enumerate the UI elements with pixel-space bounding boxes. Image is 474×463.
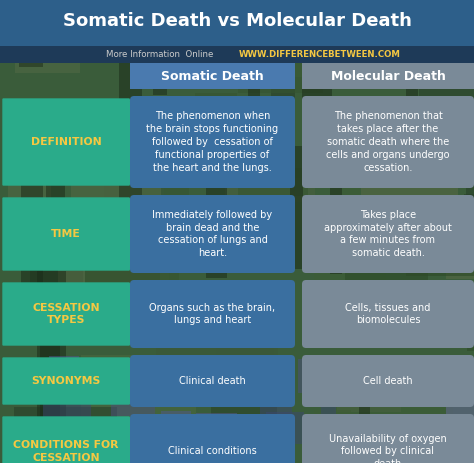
- Text: Organs such as the brain,
lungs and heart: Organs such as the brain, lungs and hear…: [149, 303, 275, 325]
- Text: Unavailability of oxygen
followed by clinical
death: Unavailability of oxygen followed by cli…: [329, 434, 447, 463]
- FancyBboxPatch shape: [54, 3, 162, 35]
- FancyBboxPatch shape: [130, 195, 295, 273]
- FancyBboxPatch shape: [8, 169, 51, 226]
- FancyBboxPatch shape: [77, 31, 157, 47]
- FancyBboxPatch shape: [302, 414, 474, 463]
- FancyBboxPatch shape: [465, 144, 474, 224]
- FancyBboxPatch shape: [266, 412, 303, 444]
- FancyBboxPatch shape: [15, 32, 80, 73]
- FancyBboxPatch shape: [206, 122, 227, 278]
- FancyBboxPatch shape: [319, 369, 360, 403]
- Text: TIME: TIME: [51, 229, 81, 239]
- FancyBboxPatch shape: [446, 395, 474, 432]
- FancyBboxPatch shape: [133, 0, 157, 21]
- FancyBboxPatch shape: [419, 80, 474, 117]
- FancyBboxPatch shape: [43, 399, 91, 438]
- FancyBboxPatch shape: [194, 93, 237, 113]
- FancyBboxPatch shape: [81, 355, 196, 433]
- FancyBboxPatch shape: [162, 411, 191, 442]
- Text: Takes place
approximately after about
a few minutes from
somatic death.: Takes place approximately after about a …: [324, 210, 452, 258]
- FancyBboxPatch shape: [46, 135, 65, 235]
- FancyBboxPatch shape: [302, 280, 474, 348]
- FancyBboxPatch shape: [427, 132, 474, 170]
- Polygon shape: [3, 198, 145, 270]
- FancyBboxPatch shape: [76, 0, 177, 32]
- FancyBboxPatch shape: [309, 0, 414, 39]
- FancyBboxPatch shape: [110, 380, 155, 417]
- FancyBboxPatch shape: [85, 232, 179, 294]
- FancyBboxPatch shape: [130, 355, 295, 407]
- FancyBboxPatch shape: [330, 144, 360, 199]
- FancyBboxPatch shape: [336, 384, 453, 453]
- FancyBboxPatch shape: [421, 421, 436, 435]
- FancyBboxPatch shape: [302, 0, 332, 127]
- FancyBboxPatch shape: [446, 209, 474, 279]
- FancyBboxPatch shape: [302, 355, 474, 407]
- FancyBboxPatch shape: [324, 422, 346, 457]
- Text: Somatic Death: Somatic Death: [161, 69, 264, 82]
- FancyBboxPatch shape: [72, 157, 161, 228]
- FancyBboxPatch shape: [330, 175, 342, 274]
- FancyBboxPatch shape: [247, 0, 260, 106]
- FancyBboxPatch shape: [170, 309, 219, 345]
- Text: Clinical conditions: Clinical conditions: [168, 446, 257, 457]
- FancyBboxPatch shape: [118, 50, 142, 209]
- FancyBboxPatch shape: [130, 414, 295, 463]
- FancyBboxPatch shape: [37, 271, 66, 451]
- FancyBboxPatch shape: [49, 356, 79, 391]
- FancyBboxPatch shape: [199, 324, 280, 344]
- FancyBboxPatch shape: [302, 195, 474, 273]
- FancyBboxPatch shape: [160, 237, 190, 289]
- FancyBboxPatch shape: [464, 194, 474, 238]
- FancyBboxPatch shape: [132, 18, 176, 43]
- Text: Somatic Death vs Molecular Death: Somatic Death vs Molecular Death: [63, 12, 411, 30]
- FancyBboxPatch shape: [441, 373, 474, 385]
- FancyBboxPatch shape: [315, 410, 351, 461]
- FancyBboxPatch shape: [406, 206, 474, 275]
- FancyBboxPatch shape: [321, 383, 336, 417]
- FancyBboxPatch shape: [196, 413, 237, 433]
- FancyBboxPatch shape: [130, 280, 295, 348]
- FancyBboxPatch shape: [30, 257, 82, 319]
- FancyBboxPatch shape: [456, 312, 474, 346]
- FancyBboxPatch shape: [335, 106, 432, 125]
- FancyBboxPatch shape: [388, 16, 409, 64]
- FancyBboxPatch shape: [234, 428, 247, 457]
- FancyBboxPatch shape: [304, 423, 338, 461]
- FancyBboxPatch shape: [155, 322, 273, 391]
- FancyBboxPatch shape: [58, 265, 169, 298]
- FancyBboxPatch shape: [153, 0, 167, 95]
- FancyBboxPatch shape: [0, 0, 82, 4]
- FancyBboxPatch shape: [169, 309, 243, 333]
- FancyBboxPatch shape: [257, 196, 341, 227]
- Text: SYNONYMS: SYNONYMS: [31, 376, 100, 386]
- FancyBboxPatch shape: [40, 294, 60, 439]
- FancyBboxPatch shape: [397, 371, 440, 394]
- FancyBboxPatch shape: [289, 37, 327, 77]
- FancyBboxPatch shape: [271, 0, 299, 9]
- Polygon shape: [3, 283, 145, 345]
- FancyBboxPatch shape: [141, 416, 153, 455]
- FancyBboxPatch shape: [283, 8, 312, 36]
- FancyBboxPatch shape: [35, 385, 73, 397]
- FancyBboxPatch shape: [8, 233, 67, 267]
- FancyBboxPatch shape: [467, 287, 474, 351]
- FancyBboxPatch shape: [104, 185, 164, 205]
- FancyBboxPatch shape: [138, 146, 172, 180]
- FancyBboxPatch shape: [290, 146, 303, 269]
- FancyBboxPatch shape: [15, 407, 117, 446]
- FancyBboxPatch shape: [178, 0, 271, 23]
- FancyBboxPatch shape: [230, 112, 277, 143]
- FancyBboxPatch shape: [130, 435, 155, 446]
- FancyBboxPatch shape: [271, 27, 295, 107]
- FancyBboxPatch shape: [238, 168, 308, 196]
- Text: Cells, tissues and
biomolecules: Cells, tissues and biomolecules: [346, 303, 431, 325]
- FancyBboxPatch shape: [302, 63, 474, 89]
- FancyBboxPatch shape: [361, 156, 458, 203]
- FancyBboxPatch shape: [359, 371, 370, 457]
- FancyBboxPatch shape: [330, 104, 386, 138]
- FancyBboxPatch shape: [127, 198, 184, 238]
- Text: Immediately followed by
brain dead and the
cessation of lungs and
heart.: Immediately followed by brain dead and t…: [153, 210, 273, 258]
- Text: Cell death: Cell death: [363, 376, 413, 386]
